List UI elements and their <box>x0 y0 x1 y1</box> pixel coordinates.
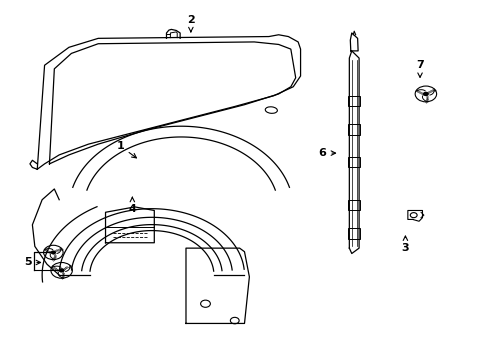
Text: 6: 6 <box>318 148 335 158</box>
Text: 5: 5 <box>23 257 41 267</box>
Text: 7: 7 <box>415 60 423 77</box>
Text: 2: 2 <box>186 15 194 32</box>
Bar <box>347 200 359 211</box>
Text: 3: 3 <box>401 236 408 253</box>
Text: 4: 4 <box>128 197 136 214</box>
Bar <box>347 228 359 239</box>
Bar <box>347 125 359 135</box>
Bar <box>347 157 359 167</box>
Circle shape <box>59 268 64 273</box>
Text: 1: 1 <box>116 141 136 158</box>
Circle shape <box>422 92 428 96</box>
Circle shape <box>51 251 56 255</box>
Bar <box>347 96 359 107</box>
